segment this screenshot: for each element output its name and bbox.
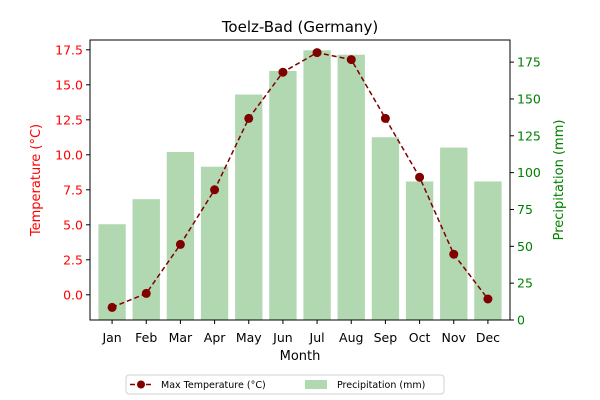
- temperature-point-may: [244, 113, 254, 123]
- legend-label-temperature: Max Temperature (°C): [161, 380, 266, 391]
- legend-box: [125, 374, 445, 395]
- x-tick-label: Jun: [272, 330, 293, 345]
- temperature-point-dec: [483, 294, 493, 304]
- precipitation-bar-jun: [269, 70, 297, 321]
- precipitation-bar-mar: [166, 152, 195, 320]
- x-tick-label: Jul: [309, 330, 325, 345]
- x-tick-label: Jan: [101, 330, 121, 345]
- temperature-point-apr: [210, 185, 220, 195]
- right-axis-label: Precipitation (mm): [552, 120, 567, 241]
- right-tick-label: 0: [517, 313, 525, 328]
- legend-bar-swatch: [305, 380, 327, 389]
- legend-label-precipitation: Precipitation (mm): [337, 380, 425, 391]
- x-tick-label: Apr: [204, 330, 226, 345]
- x-tick-label: Mar: [169, 330, 193, 345]
- legend-marker-swatch: [137, 380, 145, 389]
- x-tick-label: Aug: [339, 330, 363, 345]
- x-axis-label: Month: [280, 349, 321, 364]
- right-tick-label: 50: [517, 239, 533, 254]
- precipitation-bar-jul: [303, 50, 331, 320]
- temperature-line-path: [111, 51, 489, 309]
- temperature-point-jan: [107, 302, 117, 312]
- left-tick-label: 0.0: [63, 287, 83, 302]
- precipitation-bar-sep: [371, 137, 400, 320]
- x-tick-label: Dec: [476, 330, 500, 345]
- left-tick-label: 2.5: [63, 252, 83, 267]
- right-tick-label: 100: [517, 165, 541, 180]
- precipitation-bar-feb: [132, 199, 160, 320]
- precipitation-bars: [98, 50, 502, 321]
- left-tick-label: 12.5: [55, 112, 83, 127]
- legend: Max Temperature (°C) Precipitation (mm): [125, 374, 445, 395]
- left-tick-label: 7.5: [63, 182, 83, 197]
- precipitation-bar-may: [235, 94, 263, 321]
- temperature-point-oct: [415, 172, 425, 182]
- temperature-point-jun: [278, 67, 288, 77]
- left-tick-label: 15.0: [55, 77, 83, 92]
- x-tick-label: Sep: [374, 330, 398, 345]
- x-tick-label: Feb: [135, 330, 157, 345]
- right-axis-ticks: 0 25 50 75 100 125 150 175: [510, 55, 541, 328]
- left-tick-label: 17.5: [55, 42, 83, 57]
- left-tick-label: 5.0: [63, 217, 83, 232]
- precipitation-bar-oct: [405, 181, 434, 320]
- right-tick-label: 25: [517, 276, 533, 291]
- temperature-point-feb: [141, 288, 151, 298]
- precipitation-bar-aug: [337, 54, 365, 320]
- x-tick-label: May: [236, 330, 262, 345]
- right-tick-label: 175: [517, 55, 541, 70]
- temperature-point-aug: [346, 55, 356, 65]
- x-axis-ticks: Jan Feb Mar Apr May Jun Jul Aug Sep Oct Nov Dec: [101, 320, 500, 345]
- right-tick-label: 150: [517, 91, 541, 106]
- temperature-point-jul: [312, 48, 322, 58]
- plot-frame: [89, 39, 511, 321]
- chart-title: Toelz-Bad (Germany): [221, 18, 378, 36]
- right-tick-label: 125: [517, 128, 541, 143]
- x-tick-label: Nov: [442, 330, 467, 345]
- temperature-point-mar: [175, 239, 185, 249]
- temperature-line: [107, 48, 493, 312]
- left-tick-label: 10.0: [55, 147, 83, 162]
- right-tick-label: 75: [517, 202, 533, 217]
- left-axis-label: Temperature (°C): [29, 124, 44, 237]
- temperature-point-sep: [380, 113, 390, 123]
- left-axis-ticks: 0.0 2.5 5.0 7.5 10.0 12.5 15.0 17.5: [55, 42, 90, 302]
- x-tick-label: Oct: [409, 330, 431, 345]
- temperature-point-nov: [449, 249, 459, 259]
